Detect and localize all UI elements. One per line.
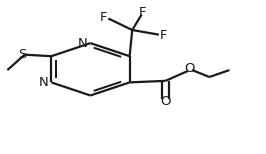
Text: F: F xyxy=(100,11,107,24)
Text: N: N xyxy=(78,37,88,50)
Text: F: F xyxy=(160,29,167,42)
Text: O: O xyxy=(184,63,195,75)
Text: O: O xyxy=(160,95,171,108)
Text: F: F xyxy=(139,6,147,19)
Text: N: N xyxy=(39,76,49,89)
Text: S: S xyxy=(18,48,27,61)
